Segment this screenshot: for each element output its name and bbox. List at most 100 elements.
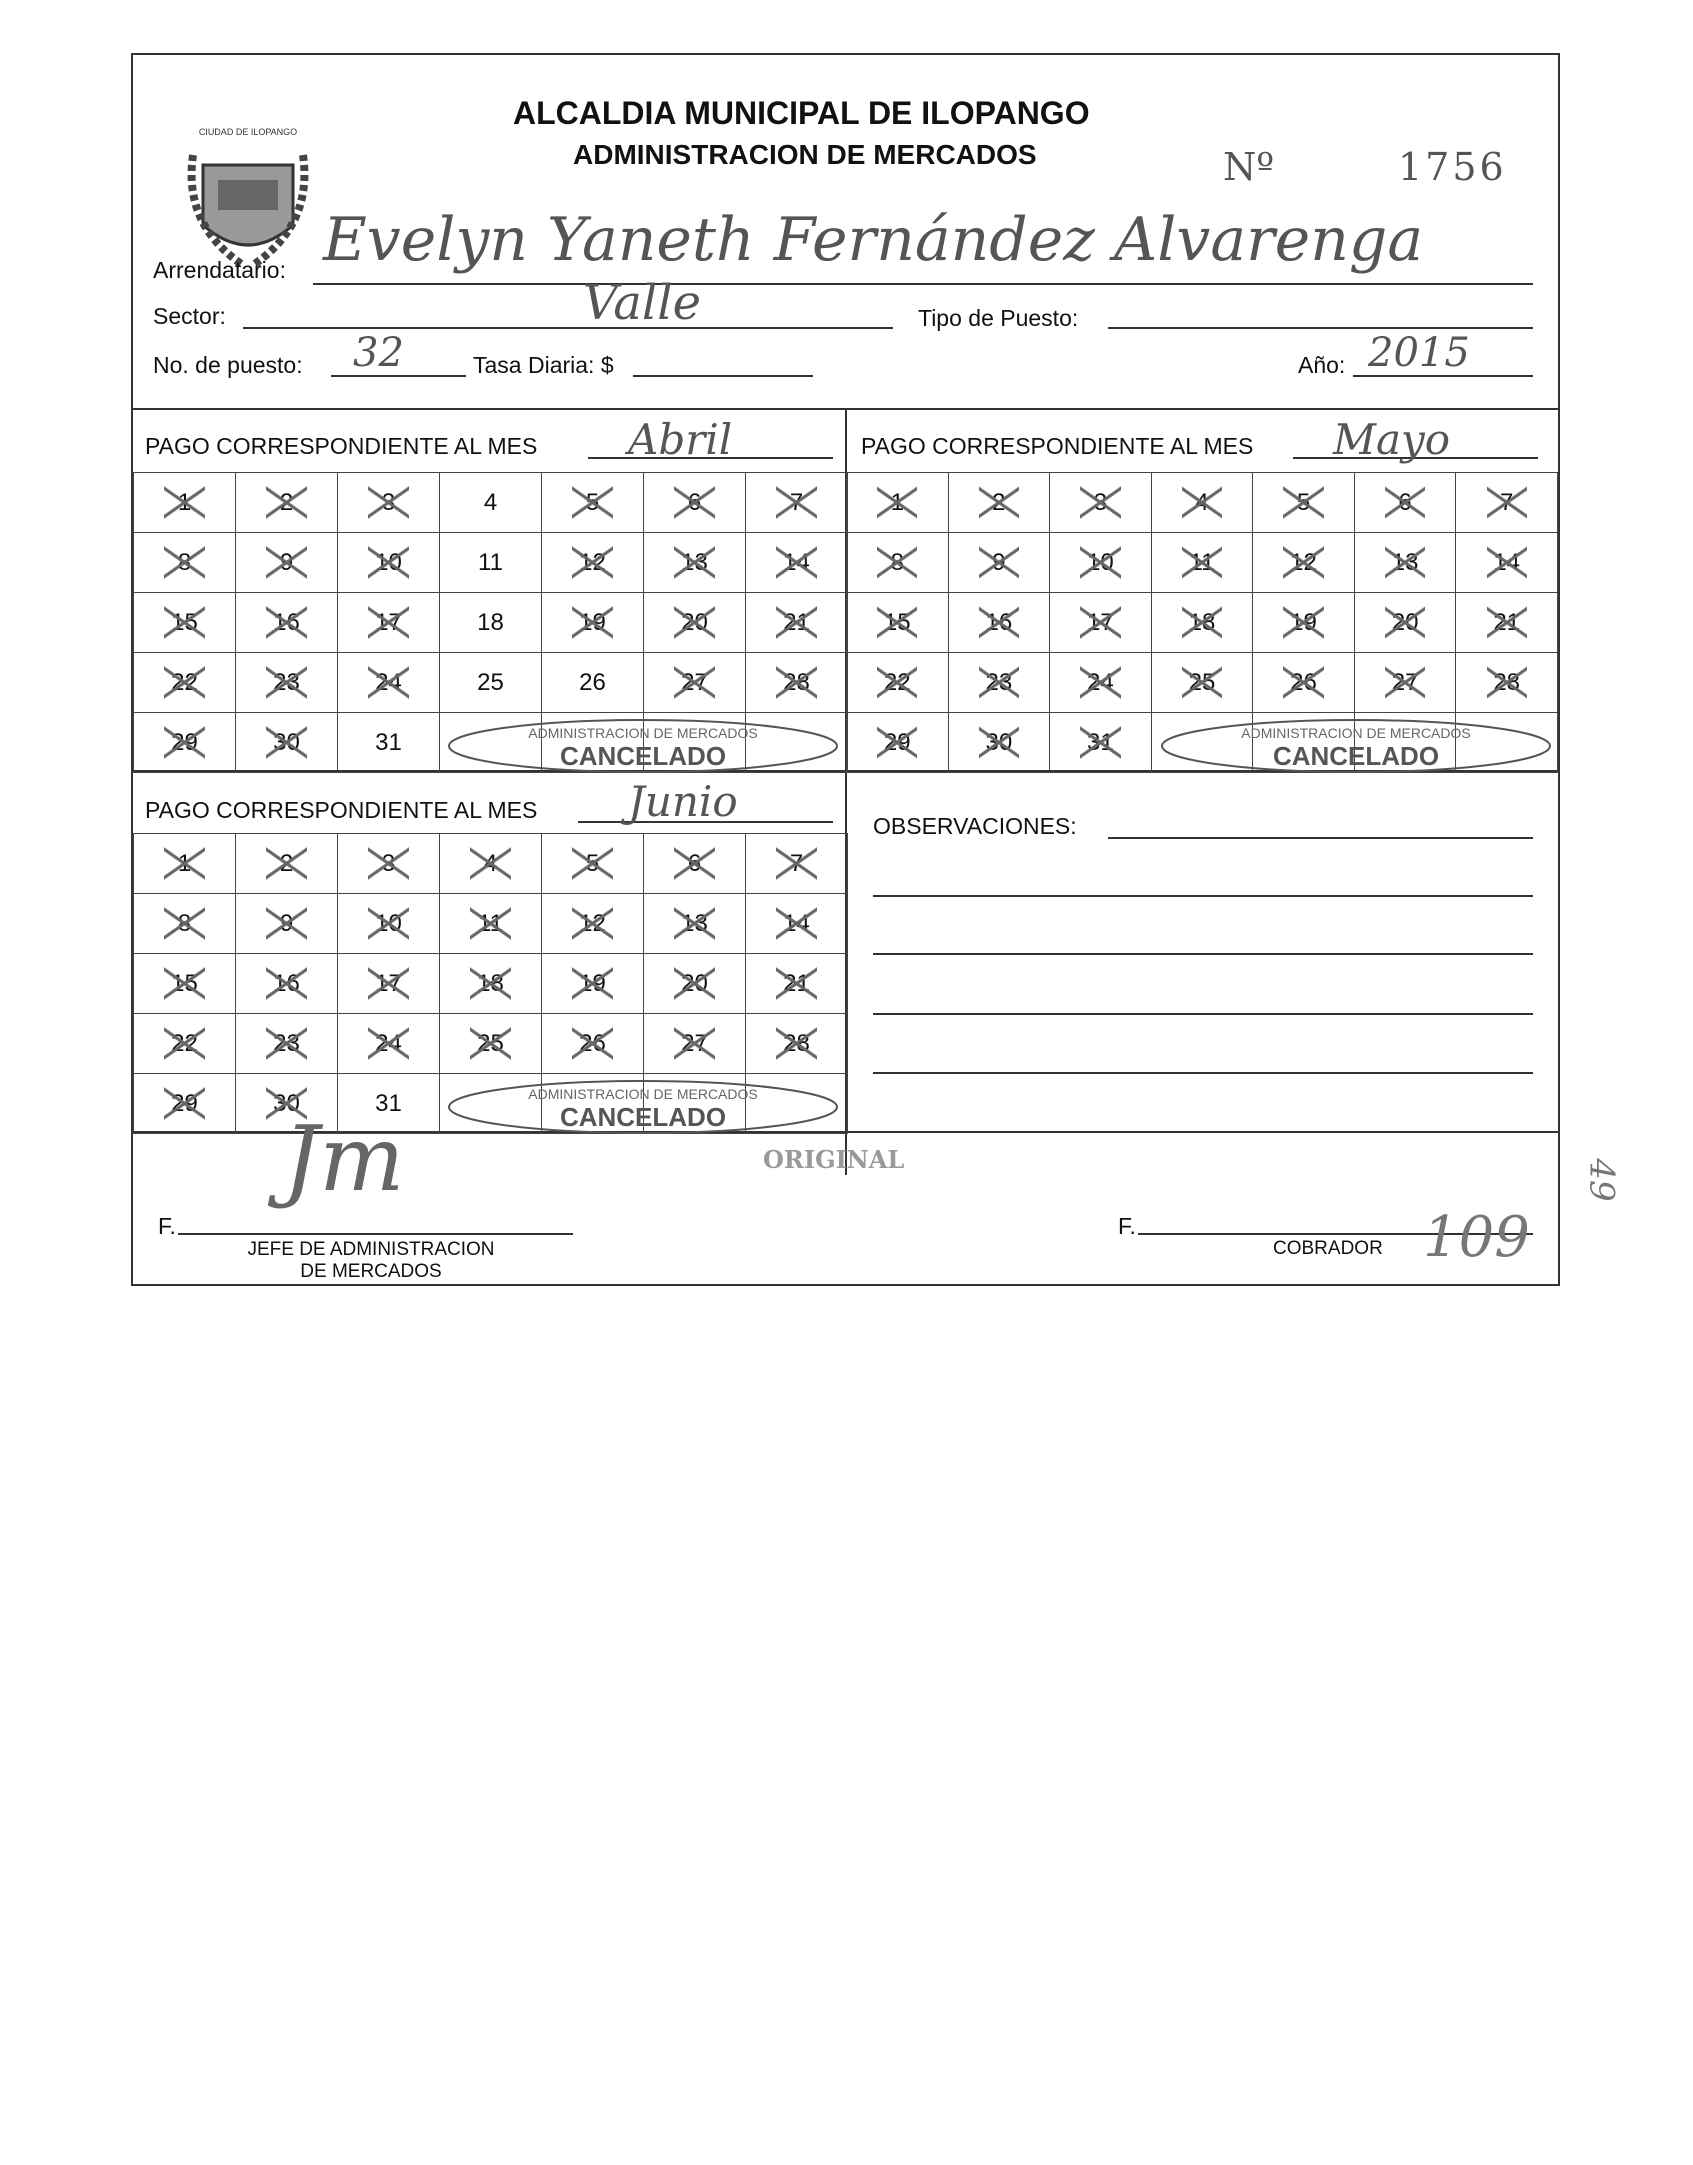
day-cell[interactable]: 27 bbox=[643, 652, 746, 713]
day-cell[interactable]: 24 bbox=[337, 1013, 440, 1074]
day-cell[interactable]: 7 bbox=[1455, 472, 1558, 533]
day-cell[interactable]: 13 bbox=[643, 893, 746, 954]
day-cell[interactable]: 12 bbox=[541, 893, 644, 954]
day-cell[interactable]: 5 bbox=[541, 833, 644, 894]
day-cell[interactable]: 14 bbox=[745, 532, 848, 593]
day-cell[interactable]: 5 bbox=[541, 472, 644, 533]
day-cell[interactable]: 27 bbox=[643, 1013, 746, 1074]
day-cell[interactable]: 9 bbox=[235, 532, 338, 593]
day-cell[interactable]: 18 bbox=[439, 592, 542, 653]
day-cell[interactable]: 20 bbox=[1353, 592, 1457, 653]
day-cell[interactable]: 18 bbox=[439, 953, 542, 1014]
day-cell[interactable]: 23 bbox=[235, 652, 338, 713]
day-cell[interactable]: 16 bbox=[235, 953, 338, 1014]
day-cell[interactable]: 6 bbox=[1353, 472, 1457, 533]
day-cell[interactable]: 30 bbox=[235, 1073, 338, 1134]
day-cell[interactable]: 10 bbox=[337, 532, 440, 593]
month-value[interactable]: Abril bbox=[628, 415, 733, 464]
day-cell[interactable]: 4 bbox=[1150, 472, 1254, 533]
empty-cell[interactable] bbox=[643, 712, 746, 773]
day-cell[interactable]: 27 bbox=[1353, 652, 1457, 713]
day-cell[interactable]: 18 bbox=[1150, 592, 1254, 653]
empty-cell[interactable] bbox=[439, 712, 542, 773]
day-cell[interactable]: 28 bbox=[745, 1013, 848, 1074]
day-cell[interactable]: 25 bbox=[439, 1013, 542, 1074]
day-cell[interactable]: 16 bbox=[947, 592, 1051, 653]
day-cell[interactable]: 29 bbox=[846, 712, 949, 773]
day-cell[interactable]: 4 bbox=[439, 833, 542, 894]
day-cell[interactable]: 23 bbox=[947, 652, 1051, 713]
day-cell[interactable]: 17 bbox=[337, 592, 440, 653]
day-cell[interactable]: 28 bbox=[1455, 652, 1558, 713]
day-cell[interactable]: 10 bbox=[1049, 532, 1152, 593]
empty-cell[interactable] bbox=[1252, 712, 1355, 773]
day-cell[interactable]: 7 bbox=[745, 472, 848, 533]
day-cell[interactable]: 23 bbox=[235, 1013, 338, 1074]
day-cell[interactable]: 29 bbox=[133, 1073, 236, 1134]
day-cell[interactable]: 17 bbox=[1049, 592, 1152, 653]
day-cell[interactable]: 28 bbox=[745, 652, 848, 713]
day-cell[interactable]: 3 bbox=[337, 472, 440, 533]
anio-value[interactable]: 2015 bbox=[1368, 330, 1470, 376]
day-cell[interactable]: 24 bbox=[337, 652, 440, 713]
empty-cell[interactable] bbox=[745, 1073, 848, 1134]
day-cell[interactable]: 7 bbox=[745, 833, 848, 894]
day-cell[interactable]: 13 bbox=[1353, 532, 1457, 593]
day-cell[interactable]: 30 bbox=[235, 712, 338, 773]
empty-cell[interactable] bbox=[745, 712, 848, 773]
day-cell[interactable]: 12 bbox=[1252, 532, 1355, 593]
day-cell[interactable]: 15 bbox=[846, 592, 949, 653]
month-value[interactable]: Junio bbox=[628, 777, 738, 826]
day-cell[interactable]: 31 bbox=[337, 712, 440, 773]
empty-cell[interactable] bbox=[541, 712, 644, 773]
day-cell[interactable]: 6 bbox=[643, 833, 746, 894]
day-cell[interactable]: 21 bbox=[1455, 592, 1558, 653]
day-cell[interactable]: 10 bbox=[337, 893, 440, 954]
day-cell[interactable]: 22 bbox=[846, 652, 949, 713]
day-cell[interactable]: 21 bbox=[745, 953, 848, 1014]
day-cell[interactable]: 11 bbox=[439, 893, 542, 954]
empty-cell[interactable] bbox=[1455, 712, 1558, 773]
empty-cell[interactable] bbox=[643, 1073, 746, 1134]
day-cell[interactable]: 12 bbox=[541, 532, 644, 593]
day-cell[interactable]: 26 bbox=[1252, 652, 1355, 713]
day-cell[interactable]: 8 bbox=[846, 532, 949, 593]
day-cell[interactable]: 1 bbox=[133, 833, 236, 894]
day-cell[interactable]: 2 bbox=[235, 472, 338, 533]
day-cell[interactable]: 29 bbox=[133, 712, 236, 773]
sector-value[interactable]: Valle bbox=[583, 275, 701, 331]
day-cell[interactable]: 20 bbox=[643, 953, 746, 1014]
day-cell[interactable]: 2 bbox=[947, 472, 1051, 533]
day-cell[interactable]: 1 bbox=[133, 472, 236, 533]
day-cell[interactable]: 14 bbox=[745, 893, 848, 954]
day-cell[interactable]: 2 bbox=[235, 833, 338, 894]
day-cell[interactable]: 16 bbox=[235, 592, 338, 653]
day-cell[interactable]: 30 bbox=[947, 712, 1051, 773]
day-cell[interactable]: 11 bbox=[439, 532, 542, 593]
day-cell[interactable]: 5 bbox=[1252, 472, 1355, 533]
day-cell[interactable]: 24 bbox=[1049, 652, 1152, 713]
day-cell[interactable]: 8 bbox=[133, 532, 236, 593]
empty-cell[interactable] bbox=[541, 1073, 644, 1134]
day-cell[interactable]: 3 bbox=[337, 833, 440, 894]
day-cell[interactable]: 15 bbox=[133, 592, 236, 653]
empty-cell[interactable] bbox=[1150, 712, 1254, 773]
day-cell[interactable]: 19 bbox=[1252, 592, 1355, 653]
day-cell[interactable]: 14 bbox=[1455, 532, 1558, 593]
day-cell[interactable]: 26 bbox=[541, 1013, 644, 1074]
arrendatario-value[interactable]: Evelyn Yaneth Fernández Alvarenga bbox=[323, 205, 1424, 275]
empty-cell[interactable] bbox=[1353, 712, 1457, 773]
day-cell[interactable]: 20 bbox=[643, 592, 746, 653]
day-cell[interactable]: 17 bbox=[337, 953, 440, 1014]
day-cell[interactable]: 3 bbox=[1049, 472, 1152, 533]
month-value[interactable]: Mayo bbox=[1333, 415, 1451, 464]
day-cell[interactable]: 15 bbox=[133, 953, 236, 1014]
day-cell[interactable]: 8 bbox=[133, 893, 236, 954]
day-cell[interactable]: 19 bbox=[541, 592, 644, 653]
day-cell[interactable]: 25 bbox=[1150, 652, 1254, 713]
day-cell[interactable]: 31 bbox=[1049, 712, 1152, 773]
day-cell[interactable]: 11 bbox=[1150, 532, 1254, 593]
day-cell[interactable]: 13 bbox=[643, 532, 746, 593]
day-cell[interactable]: 31 bbox=[337, 1073, 440, 1134]
day-cell[interactable]: 9 bbox=[235, 893, 338, 954]
